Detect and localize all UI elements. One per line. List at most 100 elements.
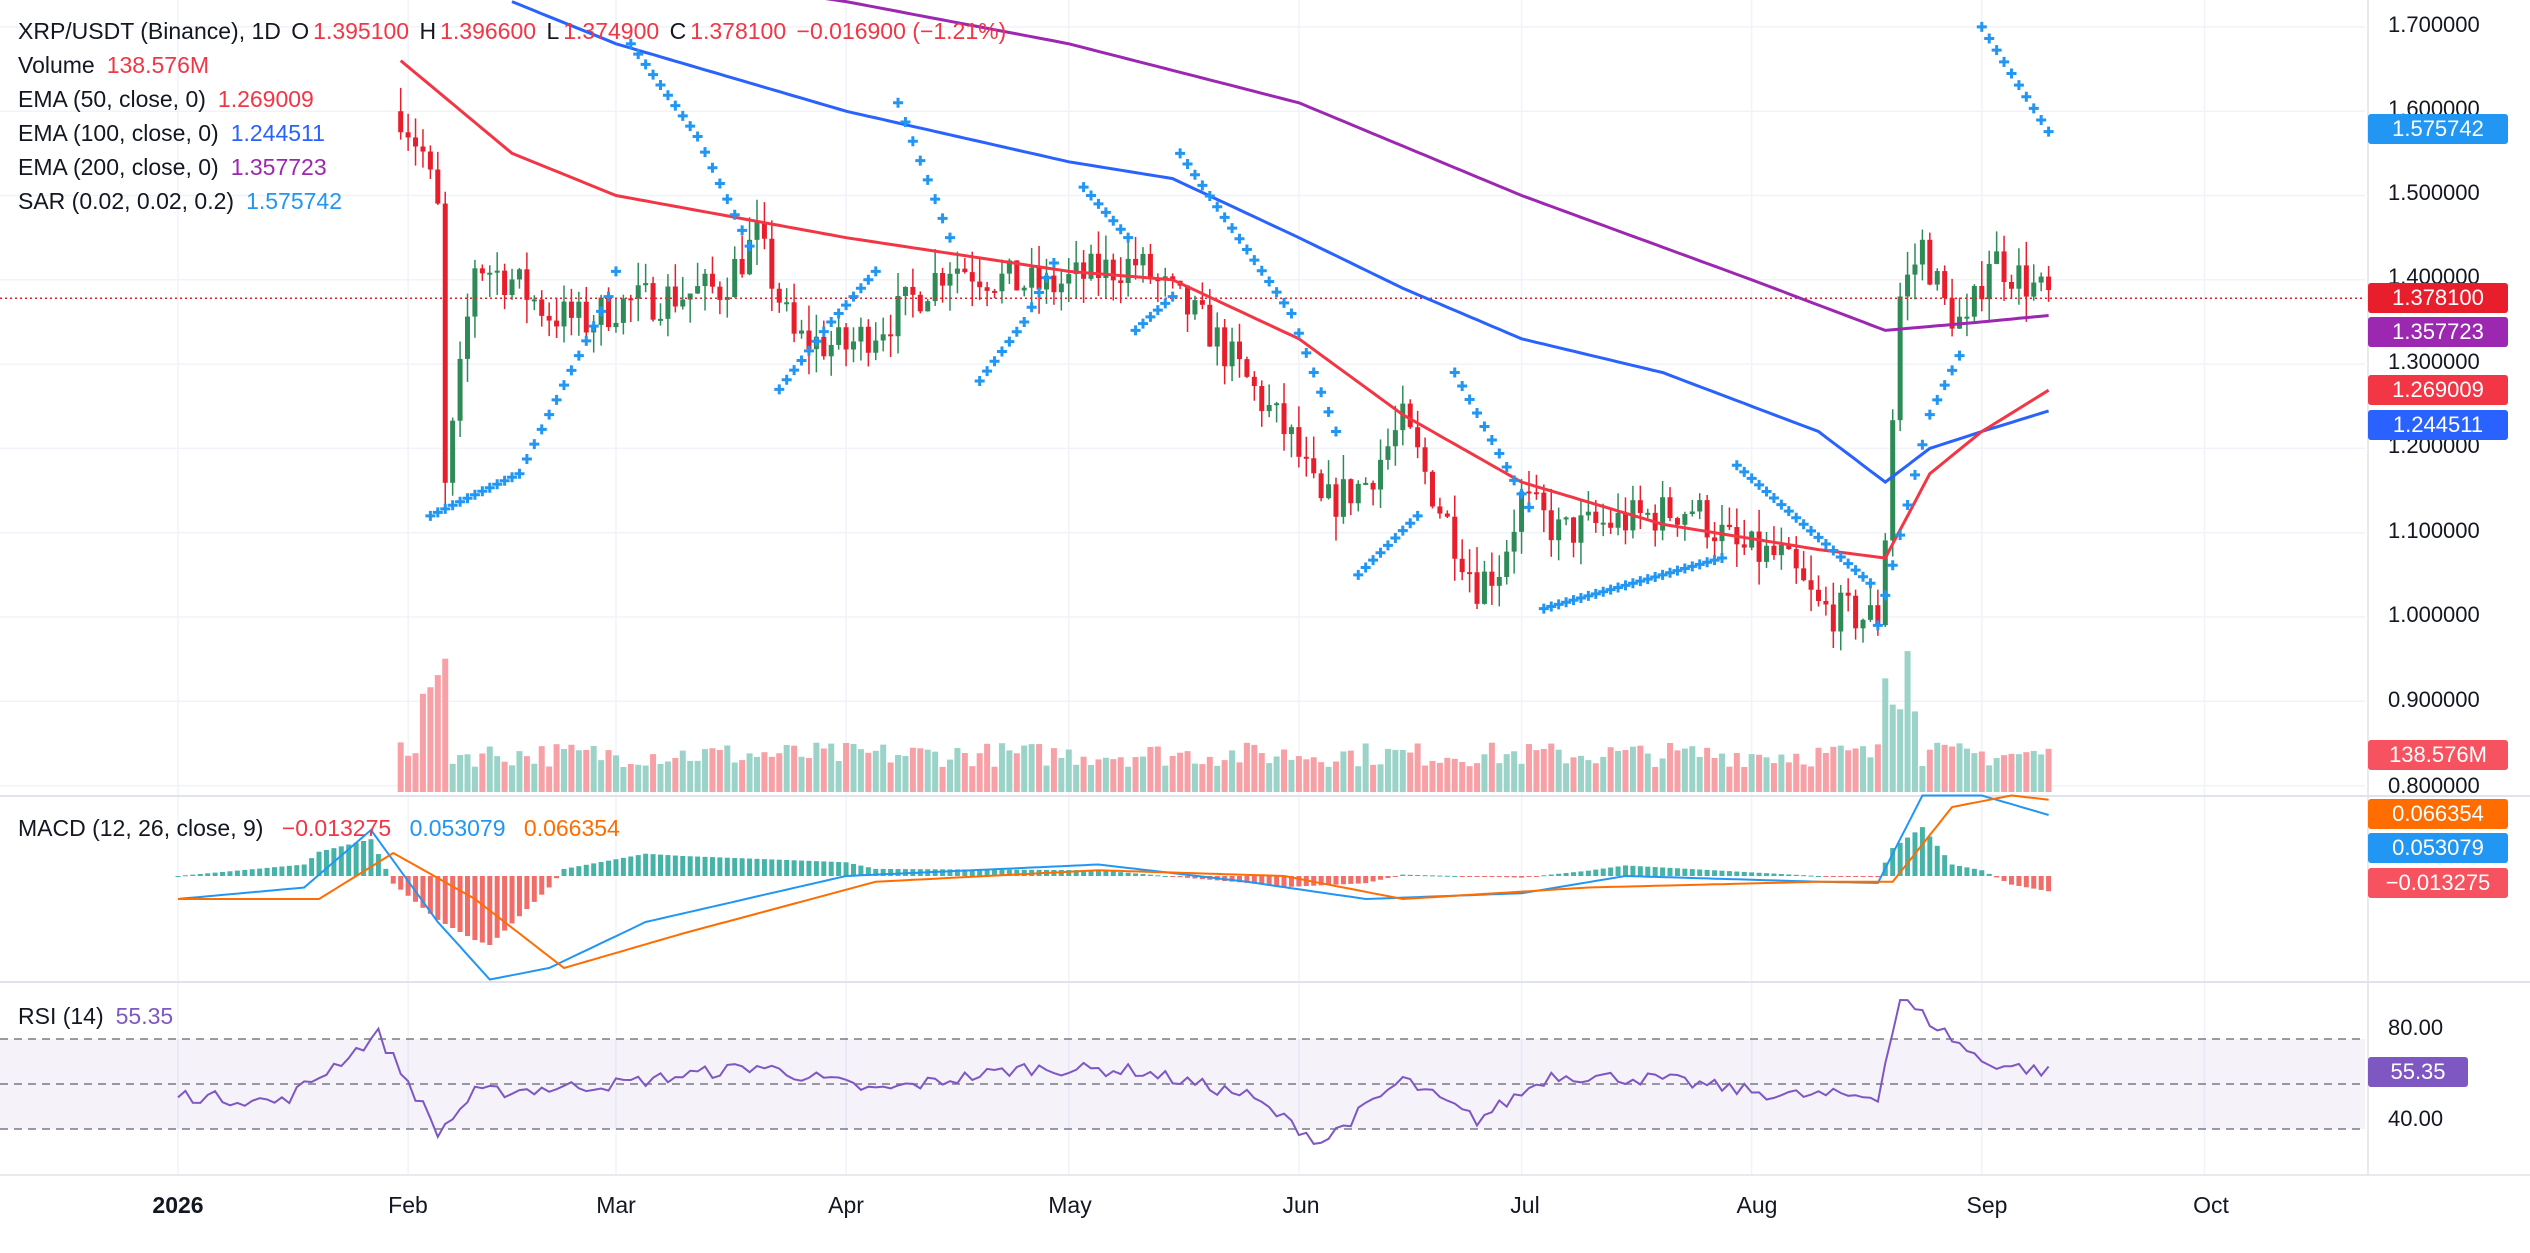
candle-body [1474,572,1480,604]
sar-marker [2043,126,2054,137]
sar-marker [469,489,480,500]
macd-histogram-bar [1385,876,1391,879]
macd-histogram-bar [1764,873,1770,876]
candle-body [895,296,901,337]
sar-marker [915,155,926,166]
ohlc-legend: XRP/USDT (Binance), 1D O 1.395100 H 1.3966… [18,14,1010,48]
candle-body [724,296,730,300]
sar-marker [1575,593,1586,604]
macd-histogram-bar [405,876,411,896]
candle-body [1875,605,1881,626]
macd-histogram-bar [1244,876,1250,883]
volume-bar [813,742,820,792]
sar-marker [1568,595,1579,606]
volume-bar [1110,759,1117,792]
macd-histogram-bar [1674,868,1680,876]
macd-histogram-bar [472,876,478,941]
candle-body [1058,283,1064,293]
candle-body [1281,403,1287,435]
sar-marker [1308,367,1319,378]
volume-bar [1481,754,1488,792]
volume-bar [1956,743,1963,792]
volume-bar [523,756,530,792]
volume-bar [1006,750,1013,792]
volume-bar [984,743,991,792]
close-label: C [669,18,687,44]
sar-marker [848,291,859,302]
sar-marker [492,479,503,490]
volume-bar [449,763,456,792]
candle-body [1890,420,1896,541]
volume-bar [702,749,709,792]
macd-histogram-bar [784,859,790,876]
candles [398,87,2052,651]
volume-bar [746,753,753,792]
sar-marker [1241,244,1252,255]
volume-bar [672,757,679,792]
volume-bar [457,755,464,792]
sar-marker [1583,590,1594,601]
candle-body [784,302,790,305]
macd-histogram-bar [561,868,567,876]
volume-label: Volume [18,52,95,78]
volume-bar [1570,757,1577,792]
candle-body [806,330,812,350]
time-tick: May [1048,1192,1092,1218]
volume-bar [2038,754,2045,792]
volume-bar [924,749,931,792]
candle-body [1771,545,1777,556]
macd-histogram-bar [1511,876,1517,878]
volume-bar [1125,766,1132,792]
volume-bar [1258,753,1265,792]
macd-histogram-bar [984,869,990,876]
macd-histogram-bar [1919,827,1925,876]
candle-body [1378,459,1384,490]
candle-body [1585,511,1591,516]
volume-bar [1451,758,1458,792]
macd-histogram-bar [1608,867,1614,876]
sar-marker [989,356,1000,367]
sar-marker [1034,287,1045,298]
volume-bar [1221,760,1228,792]
macd-histogram-bar [1808,875,1814,877]
volume-bar [820,748,827,792]
sar-marker [1026,302,1037,313]
macd-histogram-bar [249,869,255,876]
macd-histogram-bar [464,876,470,937]
candle-body [1556,519,1562,541]
sar-marker [2021,91,2032,102]
volume-bar [635,764,642,792]
candle-body [702,273,708,287]
candle-body [1511,531,1517,552]
time-tick: Jun [1282,1192,1320,1218]
macd-histogram-bar [895,869,901,876]
sar-marker [1412,510,1423,521]
sar-marker [1902,500,1913,511]
candle-body [1541,492,1547,511]
macd-histogram-bar [1073,870,1079,876]
volume-bar [1117,757,1124,792]
volume-bar [1533,750,1540,792]
sar-marker [1330,426,1341,437]
sar-marker [1523,502,1534,513]
candle-body [1333,484,1339,517]
sar-marker [455,496,466,507]
macd-histogram-bar [1957,865,1963,876]
sar-marker [1939,380,1950,391]
candle-body [1185,285,1191,315]
macd-histogram-bar [606,860,612,876]
sar-marker [1234,233,1245,244]
volume-bar [583,749,590,792]
sar-marker [1932,394,1943,405]
sar-marker [1598,586,1609,597]
sar-marker [818,326,829,337]
macd-signal-line [178,794,2049,970]
sar-marker [425,510,436,521]
macd-histogram-bar [546,876,552,888]
macd-histogram-bar [1897,842,1903,876]
macd-histogram-bar [279,866,285,876]
macd-histogram-bar [242,869,248,876]
macd-histogram-bar [1949,864,1955,876]
